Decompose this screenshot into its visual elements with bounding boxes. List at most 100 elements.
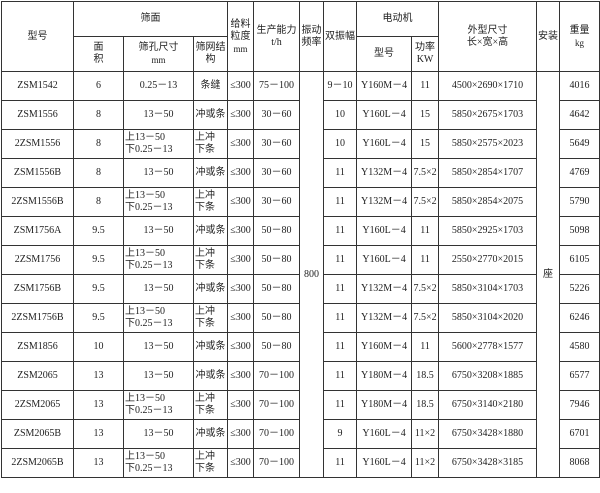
table-cell: 13 — [73, 390, 124, 420]
cell-text: 30－60 — [261, 167, 292, 178]
cell-text: 11 — [335, 399, 345, 410]
table-cell: 5850×3104×1703 — [438, 274, 538, 304]
table-row: ZSM1556B 8 13－50 冲或条 ≤300 30－60 11 Y132M－4 7.5×2… — [1, 158, 600, 188]
cell-text: 5850×2925×1703 — [451, 225, 524, 236]
table-cell: ≤300 — [227, 129, 255, 159]
header-text: 筛孔尺寸 — [138, 42, 179, 53]
table-cell: 30－60 — [253, 100, 301, 130]
cell-text: 5850×2854×2075 — [451, 196, 524, 207]
table-cell: Y160L－4 — [356, 419, 413, 449]
cell-line: 下0.25－13 — [125, 318, 173, 329]
cell-text: 9 — [337, 428, 343, 439]
cell-text: 2550×2770×2015 — [451, 254, 524, 265]
table-cell: ZSM1756A — [1, 216, 74, 246]
table-cell: ≤300 — [227, 158, 255, 188]
cell-text: 2ZSM1556 — [14, 138, 61, 149]
cell-text: 5850×2575×2023 — [451, 138, 524, 149]
table-cell: ZSM2065 — [1, 361, 74, 391]
cell-text: 11 — [335, 283, 345, 294]
cell-text: 9.5 — [92, 312, 105, 323]
cell-text: 冲或条 — [195, 370, 226, 381]
cell-text: 11 — [335, 225, 345, 236]
table-cell: 13－50 — [123, 419, 194, 449]
cell-text: 9－10 — [327, 80, 353, 91]
table-cell: 4580 — [559, 332, 600, 362]
cell-line: 上13－50 — [125, 248, 165, 259]
cell-text: 15 — [420, 109, 431, 120]
table-cell: 座 — [536, 71, 561, 478]
header-text: 生产能力 t/h — [256, 24, 297, 48]
cell-text: ZSM2065B — [13, 428, 62, 439]
cell-text: Y160M－4 — [360, 80, 408, 91]
cell-text: ≤300 — [230, 428, 251, 439]
table-cell: 上冲 下条 — [192, 390, 229, 420]
table-cell: 4016 — [559, 71, 600, 101]
cell-line: 上13－50 — [125, 393, 165, 404]
cell-line: 下0.25－13 — [125, 463, 173, 474]
spec-table: 型号 筛面 给料粒度 mm 生产能力 t/h 振动频率 双振幅 电动机 外型尺寸长… — [1, 1, 600, 478]
table-cell: 13 — [73, 448, 124, 478]
cell-text: 6701 — [569, 428, 590, 439]
cell-text: 13 — [93, 457, 104, 468]
table-cell: 8 — [73, 129, 124, 159]
table-cell: 70－100 — [253, 419, 301, 449]
table-cell: 70－100 — [253, 361, 301, 391]
cell-text: 8 — [96, 138, 101, 149]
cell-text: ≤300 — [230, 225, 251, 236]
cell-text: 13－50 — [143, 109, 174, 120]
cell-line: 上冲 — [195, 451, 215, 462]
table-cell: 上13－50 下0.25－13 — [123, 129, 194, 159]
cell-text: 4580 — [569, 341, 590, 352]
header-text: 功率 — [415, 42, 436, 53]
cell-text: 7.5×2 — [413, 167, 437, 178]
table-cell: 8 — [73, 158, 124, 188]
cell-text: 6750×3428×1880 — [451, 428, 524, 439]
cell-text: 9.5 — [92, 225, 105, 236]
cell-line: 下0.25－13 — [125, 202, 173, 213]
table-cell: 5098 — [559, 216, 600, 246]
table-cell: 上13－50 下0.25－13 — [123, 448, 194, 478]
table-cell: 70－100 — [253, 390, 301, 420]
cell-text: ZSM2065 — [17, 370, 58, 381]
cell-text: 4769 — [569, 167, 590, 178]
cell-text: 11×2 — [414, 428, 436, 439]
table-cell: 9.5 — [73, 303, 124, 333]
header-cell: 筛网结构 — [192, 36, 229, 72]
cell-text: 10 — [335, 109, 346, 120]
header-unit: KW — [416, 54, 434, 65]
cell-text: 冲或条 — [195, 341, 226, 352]
cell-line: 上13－50 — [125, 306, 165, 317]
cell-text: 13 — [93, 428, 104, 439]
table-cell: 4769 — [559, 158, 600, 188]
cell-text: Y132M－4 — [360, 196, 408, 207]
table-cell: 6750×3208×1885 — [438, 361, 538, 391]
table-cell: 11 — [323, 448, 358, 478]
cell-text: 5850×2675×1703 — [451, 109, 524, 120]
table-row: ZSM2065 13 13－50 冲或条 ≤300 70－100 11 Y180M－4 18.5… — [1, 361, 600, 391]
table-cell: Y160L－4 — [356, 129, 413, 159]
cell-text: ZSM1556B — [13, 167, 62, 178]
cell-text: ZSM1542 — [17, 80, 58, 91]
table-row: ZSM2065B 13 13－50 冲或条 ≤300 70－100 9 Y160L－4 11×2… — [1, 419, 600, 449]
table-cell: 13－50 — [123, 158, 194, 188]
cell-text: 5850×3104×2020 — [451, 312, 524, 323]
cell-text: 11 — [335, 457, 345, 468]
table-cell: 11 — [323, 187, 358, 217]
table-cell: 13－50 — [123, 361, 194, 391]
table-cell: 30－60 — [253, 187, 301, 217]
cell-text: 6246 — [569, 312, 590, 323]
table-cell: ≤300 — [227, 245, 255, 275]
table-cell: 8 — [73, 100, 124, 130]
cell-text: 4642 — [569, 109, 590, 120]
cell-text: 2ZSM2065B — [11, 457, 64, 468]
cell-line: 上冲 — [195, 248, 215, 259]
table-cell: 9.5 — [73, 245, 124, 275]
cell-line: 下条 — [195, 318, 215, 329]
table-cell: ≤300 — [227, 187, 255, 217]
header-text: 型号 — [374, 48, 395, 59]
cell-text: 800 — [304, 268, 320, 280]
header-text: 外型尺寸 — [467, 24, 508, 36]
cell-line: 下条 — [195, 405, 215, 416]
table-cell: 5790 — [559, 187, 600, 217]
cell-text: 11 — [420, 254, 430, 265]
